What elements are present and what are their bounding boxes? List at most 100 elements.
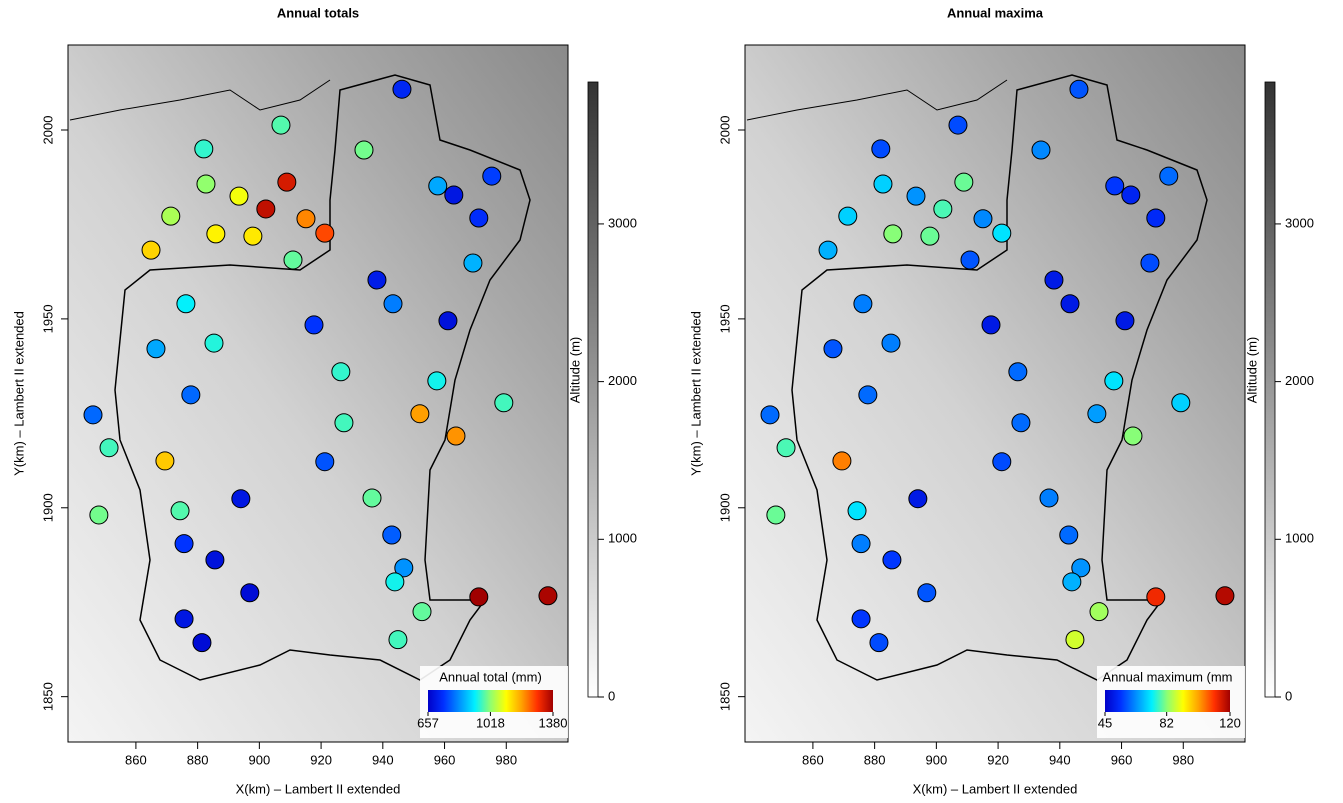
- station-marker: [1088, 405, 1106, 423]
- station-marker: [833, 452, 851, 470]
- station-marker: [1066, 631, 1084, 649]
- station-marker: [907, 187, 925, 205]
- station-marker: [1012, 414, 1030, 432]
- station-marker: [1106, 177, 1124, 195]
- altitude-tick-label: 3000: [1285, 215, 1314, 230]
- station-marker: [777, 439, 795, 457]
- station-marker: [859, 386, 877, 404]
- station-marker: [982, 316, 1000, 334]
- station-marker: [445, 186, 463, 204]
- station-marker: [156, 452, 174, 470]
- x-tick-label: 900: [249, 752, 271, 767]
- y-tick-label: 1850: [40, 682, 55, 711]
- station-marker: [1216, 587, 1234, 605]
- x-tick-label: 860: [125, 752, 147, 767]
- station-marker: [1070, 80, 1088, 98]
- x-tick-label: 960: [1111, 752, 1133, 767]
- altitude-tick-label: 2000: [1285, 373, 1314, 388]
- station-marker: [819, 241, 837, 259]
- legend-title: Annual total (mm): [439, 669, 542, 684]
- y-tick-label: 1950: [717, 304, 732, 333]
- station-marker: [197, 175, 215, 193]
- color-bar-label: 1380: [539, 715, 568, 730]
- figure: Annual totalsX(km) – Lambert II extended…: [0, 0, 1343, 803]
- station-marker: [84, 406, 102, 424]
- x-tick-label: 980: [495, 752, 517, 767]
- station-marker: [483, 167, 501, 185]
- station-marker: [368, 271, 386, 289]
- legend-title: Annual maximum (mm: [1102, 669, 1232, 684]
- altitude-bar: [1265, 82, 1275, 697]
- station-marker: [429, 177, 447, 195]
- map-panel: [68, 45, 568, 742]
- station-marker: [257, 200, 275, 218]
- station-marker: [974, 210, 992, 228]
- altitude-tick-label: 1000: [608, 531, 637, 546]
- station-marker: [1040, 489, 1058, 507]
- station-marker: [297, 210, 315, 228]
- color-bar-label: 120: [1219, 715, 1241, 730]
- station-marker: [870, 634, 888, 652]
- station-marker: [1105, 372, 1123, 390]
- station-marker: [244, 227, 262, 245]
- y-tick-label: 2000: [40, 116, 55, 145]
- station-marker: [1045, 271, 1063, 289]
- station-marker: [428, 372, 446, 390]
- y-tick-label: 1950: [40, 304, 55, 333]
- station-marker: [175, 610, 193, 628]
- station-marker: [182, 386, 200, 404]
- station-marker: [142, 241, 160, 259]
- y-axis-title: Y(km) – Lambert II extended: [11, 311, 26, 476]
- station-marker: [949, 116, 967, 134]
- x-tick-label: 940: [372, 752, 394, 767]
- station-marker: [1009, 363, 1027, 381]
- station-marker: [162, 207, 180, 225]
- station-marker: [383, 526, 401, 544]
- station-marker: [335, 414, 353, 432]
- station-marker: [1061, 295, 1079, 313]
- station-marker: [1147, 209, 1165, 227]
- station-marker: [839, 207, 857, 225]
- y-tick-label: 1900: [40, 493, 55, 522]
- station-marker: [195, 140, 213, 158]
- station-marker: [874, 175, 892, 193]
- station-marker: [993, 224, 1011, 242]
- station-marker: [918, 584, 936, 602]
- x-axis-title: X(km) – Lambert II extended: [913, 781, 1078, 796]
- station-marker: [193, 634, 211, 652]
- x-tick-label: 980: [1172, 752, 1194, 767]
- station-marker: [90, 506, 108, 524]
- station-marker: [1122, 186, 1140, 204]
- station-marker: [470, 209, 488, 227]
- color-bar-label: 657: [417, 715, 439, 730]
- station-marker: [955, 173, 973, 191]
- x-tick-label: 960: [434, 752, 456, 767]
- station-marker: [1124, 427, 1142, 445]
- station-marker: [993, 453, 1011, 471]
- station-marker: [171, 502, 189, 520]
- altitude-tick-label: 2000: [608, 373, 637, 388]
- station-marker: [177, 295, 195, 313]
- station-marker: [278, 173, 296, 191]
- map-panel: [745, 45, 1245, 742]
- station-marker: [332, 363, 350, 381]
- y-tick-label: 2000: [717, 116, 732, 145]
- station-marker: [854, 295, 872, 313]
- station-marker: [934, 200, 952, 218]
- color-bar-label: 1018: [476, 715, 505, 730]
- station-marker: [761, 406, 779, 424]
- station-marker: [175, 535, 193, 553]
- chart-title: Annual maxima: [947, 5, 1044, 20]
- station-marker: [205, 334, 223, 352]
- station-marker: [872, 140, 890, 158]
- x-tick-label: 920: [987, 752, 1009, 767]
- station-marker: [464, 254, 482, 272]
- station-marker: [389, 631, 407, 649]
- x-tick-label: 920: [310, 752, 332, 767]
- y-axis-title: Y(km) – Lambert II extended: [688, 311, 703, 476]
- altitude-title: Altitude (m): [1244, 337, 1259, 403]
- station-marker: [1063, 573, 1081, 591]
- x-axis-title: X(km) – Lambert II extended: [236, 781, 401, 796]
- station-marker: [495, 394, 513, 412]
- station-marker: [1160, 167, 1178, 185]
